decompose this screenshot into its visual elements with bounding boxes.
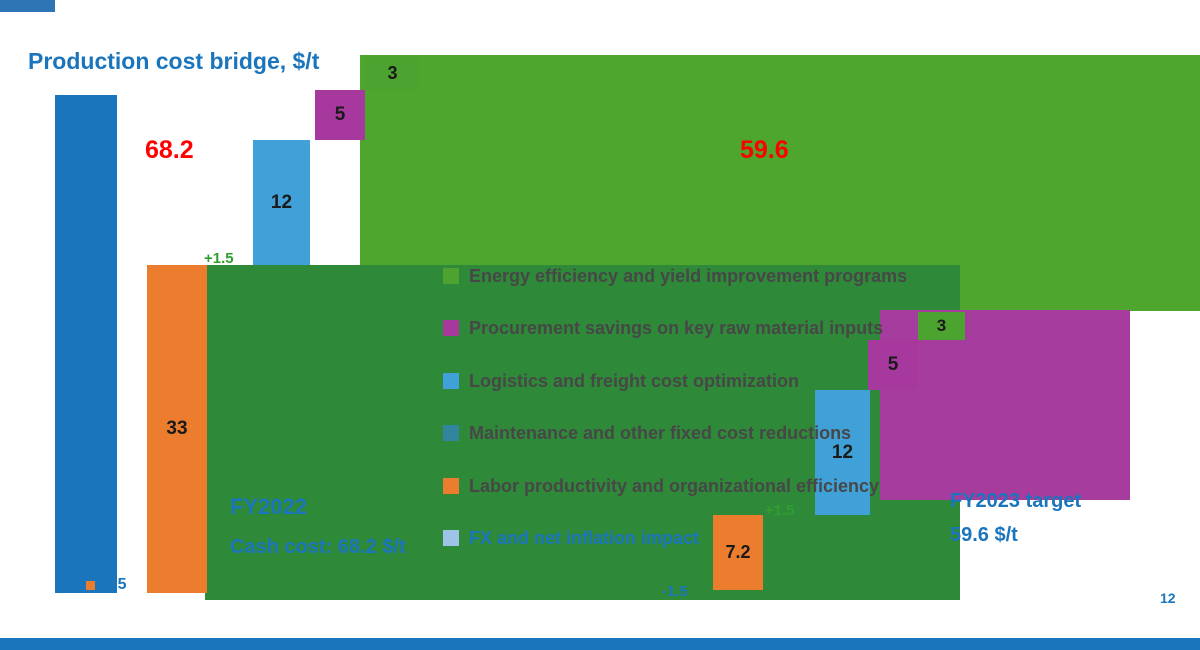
bar-right-green: 3 — [918, 312, 965, 340]
legend-label-3: Logistics and freight cost optimization — [469, 370, 800, 391]
delta-marker-icon — [86, 580, 95, 590]
bar-left-teal: 12 — [253, 140, 310, 265]
legend-label-1: Energy efficiency and yield improvement … — [469, 265, 908, 286]
legend-label-6: FX and net inflation impact — [469, 527, 700, 548]
right-delta-value: -1.5 — [662, 583, 688, 600]
bar-left-orange: 33 — [147, 265, 207, 593]
left-callout-line2: Cash cost: 68.2 $/t — [230, 536, 406, 558]
slide-accent-bar — [0, 0, 55, 12]
bar-right-teal: 12 — [815, 390, 870, 515]
left-delta-note: -1.5 — [86, 576, 127, 594]
bar-left-green-label: 3 — [387, 63, 398, 83]
legend-item-3: Logistics and freight cost optimization — [443, 369, 799, 393]
left-delta-value: -1.5 — [99, 576, 127, 593]
right-delta-note: -1.5 — [662, 583, 688, 600]
legend-item-1: Energy efficiency and yield improvement … — [443, 264, 907, 288]
legend-item-6: FX and net inflation impact — [443, 526, 699, 550]
magenta-band — [880, 310, 1130, 500]
left-total-annotation: 68.2 — [145, 136, 194, 164]
page-number: 12 — [1160, 590, 1176, 606]
bar-left-orange-label: 33 — [166, 418, 188, 439]
left-callout-line1: FY2022 — [230, 494, 308, 519]
legend-item-4: Maintenance and other fixed cost reducti… — [443, 421, 851, 445]
bar-left-purple-label: 5 — [334, 104, 346, 125]
right-callout-line2: 59.6 $/t — [950, 524, 1018, 546]
legend-swatch-orange-icon — [443, 478, 459, 494]
legend-swatch-green-icon — [443, 268, 459, 284]
bar-right-orange: 7.2 — [713, 515, 763, 590]
chart-title: Production cost bridge, $/t — [28, 48, 320, 74]
legend-swatch-paleblue-icon — [443, 530, 459, 546]
bar-right-purple: 5 — [868, 340, 918, 390]
right-callout-line1: FY2023 target — [950, 490, 1082, 512]
bar-left-purple: 5 — [315, 90, 365, 140]
legend-label-5: Labor productivity and organizational ef… — [469, 475, 880, 496]
legend-label-2: Procurement savings on key raw material … — [469, 317, 884, 338]
legend-swatch-lightblue-icon — [443, 373, 459, 389]
bar-total-left — [55, 95, 117, 593]
legend-item-2: Procurement savings on key raw material … — [443, 316, 883, 340]
legend-item-5: Labor productivity and organizational ef… — [443, 474, 879, 498]
left-plus-note: +1.5 — [204, 250, 234, 267]
bar-right-orange-label: 7.2 — [725, 542, 751, 562]
legend-label-4: Maintenance and other fixed cost reducti… — [469, 422, 852, 443]
right-plus-note: +1.5 — [765, 502, 795, 519]
bar-left-green: 3 — [365, 57, 420, 90]
bar-right-teal-label: 12 — [831, 441, 854, 463]
footer-bar — [0, 638, 1200, 650]
bar-left-teal-label: 12 — [270, 191, 293, 213]
legend-swatch-teal-icon — [443, 425, 459, 441]
bar-right-green-label: 3 — [936, 316, 947, 335]
right-total-annotation: 59.6 — [740, 136, 789, 164]
legend-swatch-magenta-icon — [443, 320, 459, 336]
bar-right-purple-label: 5 — [887, 354, 899, 375]
